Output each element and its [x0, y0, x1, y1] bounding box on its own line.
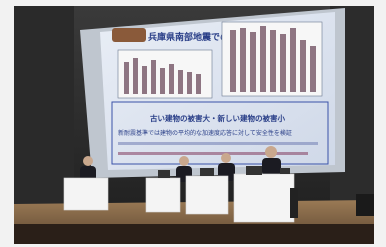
photo: 兵庫県南部地震でのRC建物 古い建物の被害大・新しい建物の被害小 新耐震基準では…	[0, 0, 386, 247]
slide-line: 古い建物の被害大・新しい建物の被害小	[150, 113, 285, 123]
slide-logo	[112, 28, 146, 42]
slide-line-blur	[118, 142, 318, 145]
equipment	[356, 194, 374, 216]
slide-line: 新耐震基準では建物の平均的な加速度応答に対して安全性を検証	[118, 129, 292, 137]
stand	[290, 188, 298, 218]
page: {"slide": {"title": "兵庫県南部地震でのRC建物", "li…	[0, 0, 386, 247]
slide-line-blur	[118, 152, 308, 155]
stage-edge	[14, 224, 374, 244]
